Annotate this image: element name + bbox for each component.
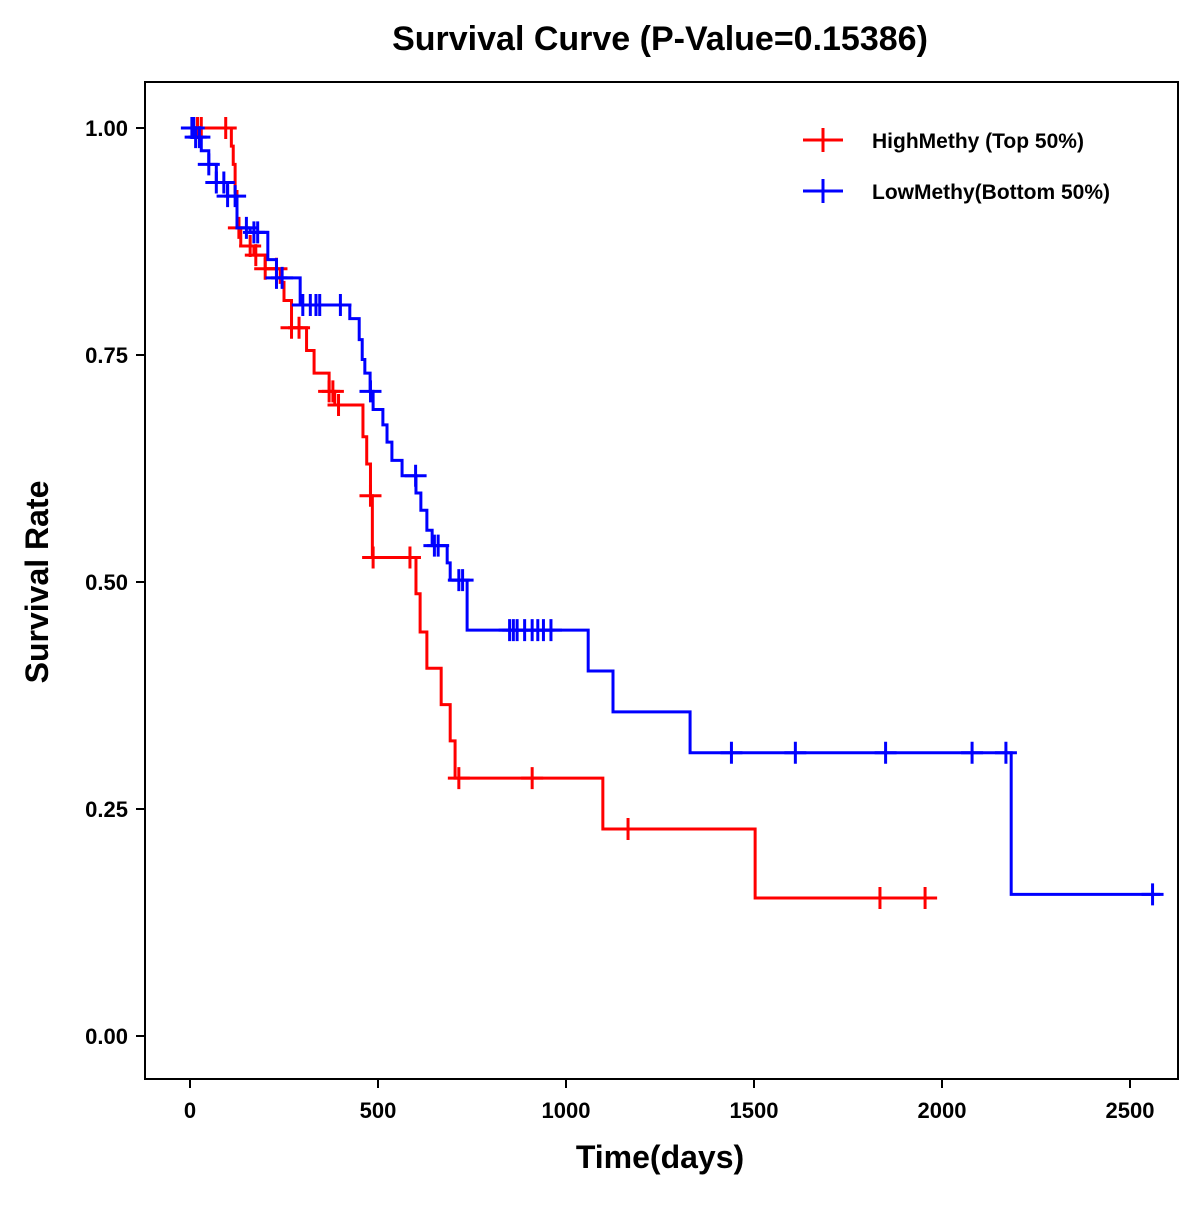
censor-mark bbox=[321, 380, 344, 403]
x-tick-label: 500 bbox=[360, 1098, 397, 1123]
censor-mark bbox=[359, 484, 382, 507]
censor-mark bbox=[447, 767, 470, 790]
censor-mark bbox=[244, 244, 267, 267]
censor-mark bbox=[182, 117, 205, 139]
censor-mark bbox=[784, 741, 807, 764]
y-tick-label: 0.00 bbox=[85, 1024, 128, 1049]
censor-mark bbox=[617, 817, 640, 840]
censor-mark bbox=[914, 886, 937, 909]
censor-mark bbox=[327, 393, 350, 416]
plot-frame bbox=[144, 81, 1179, 1080]
legend-symbol bbox=[803, 179, 843, 203]
censor-mark bbox=[362, 546, 385, 569]
censor-mark bbox=[271, 266, 294, 289]
censor-mark bbox=[1141, 883, 1164, 906]
censor-mark bbox=[197, 153, 220, 176]
legend-label: LowMethy(Bottom 50%) bbox=[872, 181, 1110, 204]
x-axis-label: Time(days) bbox=[576, 1139, 744, 1175]
legend-label: HighMethy (Top 50%) bbox=[872, 130, 1084, 153]
chart-title: Survival Curve (P-Value=0.15386) bbox=[392, 20, 928, 58]
survival-curve-low bbox=[190, 126, 1161, 896]
censor-mark bbox=[308, 294, 331, 317]
censor-mark bbox=[359, 380, 382, 403]
censor-mark bbox=[874, 741, 897, 764]
censor-mark bbox=[239, 235, 262, 258]
x-tick-label: 2500 bbox=[1106, 1098, 1155, 1123]
censor-mark bbox=[224, 185, 247, 208]
censor-mark bbox=[246, 221, 269, 244]
y-tick-label: 0.50 bbox=[85, 570, 128, 595]
censor-mark bbox=[521, 767, 544, 790]
censor-mark bbox=[451, 569, 474, 592]
legend-symbol bbox=[803, 128, 843, 152]
censor-mark bbox=[188, 126, 211, 149]
censor-mark bbox=[868, 886, 891, 909]
censor-mark bbox=[214, 117, 237, 139]
x-tick-label: 0 bbox=[184, 1098, 196, 1123]
censor-mark bbox=[994, 741, 1017, 764]
y-tick-label: 0.25 bbox=[85, 797, 128, 822]
censor-mark bbox=[398, 546, 421, 569]
x-tick-label: 1500 bbox=[730, 1098, 779, 1123]
censor-mark bbox=[961, 741, 984, 764]
y-tick-label: 1.00 bbox=[85, 116, 128, 141]
censor-mark bbox=[427, 534, 450, 557]
x-tick-label: 2000 bbox=[918, 1098, 967, 1123]
censor-mark bbox=[329, 294, 352, 317]
censor-mark bbox=[720, 741, 743, 764]
y-tick-label: 0.75 bbox=[85, 343, 128, 368]
x-tick-label: 1000 bbox=[542, 1098, 591, 1123]
censor-mark bbox=[404, 464, 427, 487]
censor-mark bbox=[288, 316, 311, 339]
censor-mark bbox=[212, 171, 235, 194]
censor-mark bbox=[539, 619, 562, 642]
survival-curve-high bbox=[190, 126, 938, 900]
y-axis-label: Survival Rate bbox=[19, 481, 55, 684]
